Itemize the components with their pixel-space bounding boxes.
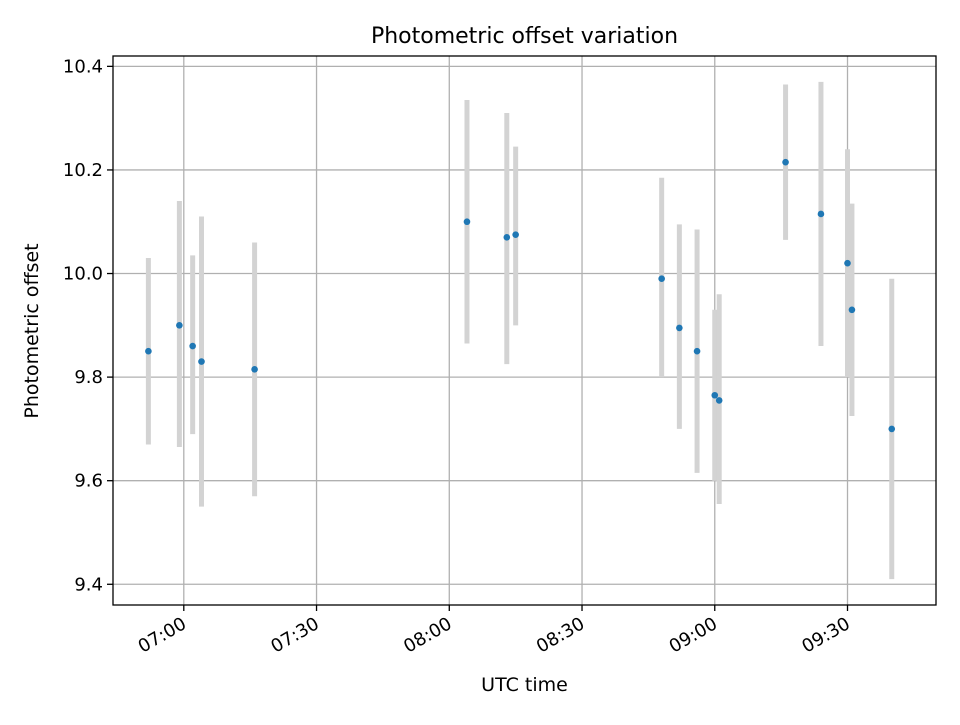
y-tick-label: 9.6 <box>74 471 103 492</box>
data-point <box>715 397 723 404</box>
data-point <box>512 231 519 238</box>
data-point <box>189 342 196 350</box>
y-tick-label: 9.4 <box>74 574 103 595</box>
data-point <box>251 366 258 373</box>
point-layer <box>145 158 896 433</box>
data-point <box>888 425 896 433</box>
x-axis-label: UTC time <box>481 674 568 696</box>
data-point <box>145 347 152 355</box>
plot-frame <box>112 55 937 606</box>
data-point <box>693 347 701 355</box>
data-point <box>848 306 856 314</box>
y-tick-label: 10.0 <box>63 264 103 285</box>
data-point <box>676 324 683 332</box>
data-point <box>782 158 789 166</box>
data-point <box>817 210 825 218</box>
y-tick-label: 9.8 <box>74 367 103 388</box>
data-point <box>658 275 665 283</box>
data-point <box>463 218 471 226</box>
data-point <box>176 322 183 329</box>
data-point <box>198 358 205 365</box>
y-tick-label: 10.2 <box>63 160 103 181</box>
y-axis-label: Photometric offset <box>21 243 43 418</box>
data-point <box>503 233 511 241</box>
y-tick-label: 10.4 <box>63 56 103 77</box>
data-point <box>844 259 851 267</box>
data-point <box>711 391 719 399</box>
chart-title: Photometric offset variation <box>371 24 678 49</box>
